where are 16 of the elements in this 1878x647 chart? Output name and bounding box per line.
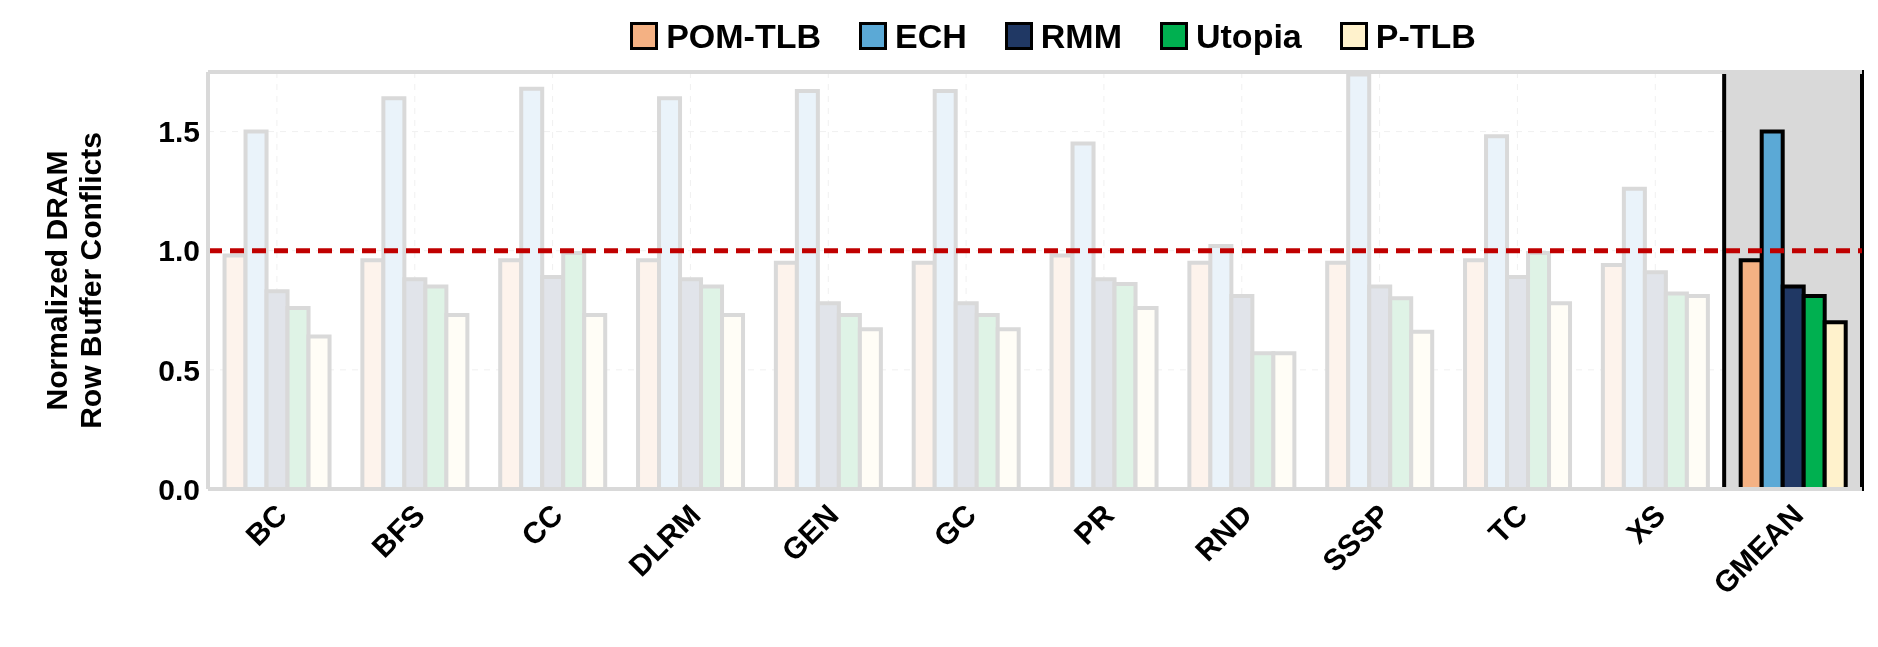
legend-label: Utopia <box>1195 16 1302 56</box>
x-tick-label: GC <box>927 497 983 554</box>
legend-label: P-TLB <box>1375 16 1476 56</box>
y-tick-label: 0.0 <box>158 472 200 506</box>
y-tick-label: 1.5 <box>158 115 200 149</box>
x-tick-label: BC <box>239 497 294 552</box>
y-axis-title: Normalized DRAM Row Buffer Conflicts <box>40 132 107 429</box>
x-tick-label: CC <box>514 497 569 552</box>
legend-label: ECH <box>894 16 967 56</box>
legend-label: RMM <box>1040 16 1122 56</box>
y-tick-label: 1.0 <box>158 234 200 268</box>
y-tick-label: 0.5 <box>158 353 200 387</box>
x-tick-label: TC <box>1482 497 1534 550</box>
x-tick-label: PR <box>1067 497 1121 551</box>
x-tick-label: XS <box>1619 497 1672 550</box>
legend-label: POM-TLB <box>666 16 821 56</box>
